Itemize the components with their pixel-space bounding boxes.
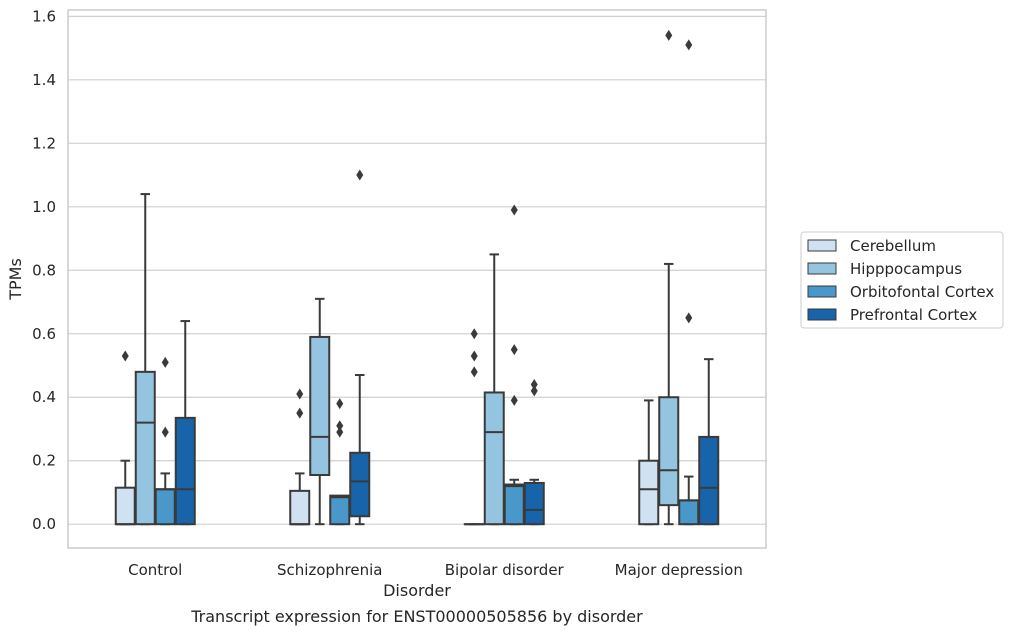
y-tick-label: 1.0	[32, 198, 56, 216]
box-prefrontal-cortex-major-depression	[698, 358, 720, 526]
outlier-point	[336, 420, 344, 432]
box-layer	[114, 29, 720, 526]
iqr-box	[483, 391, 505, 526]
legend-entry: Cerebellum	[850, 237, 936, 255]
y-tick-label: 1.4	[32, 71, 56, 89]
outlier-point	[685, 39, 693, 51]
outlier-point	[121, 350, 129, 362]
outlier-point	[510, 344, 518, 356]
iqr-box	[658, 396, 680, 507]
outlier-point	[470, 366, 478, 378]
x-axis-label: Disorder	[383, 581, 451, 600]
y-tick-label: 0.2	[32, 452, 56, 470]
x-tick-label: Major depression	[615, 561, 743, 579]
outlier-point	[161, 356, 169, 368]
x-tick-label: Control	[128, 561, 182, 579]
outlier-point	[665, 29, 673, 41]
outlier-point	[470, 350, 478, 362]
iqr-box	[134, 370, 156, 526]
box-orbitofontal-cortex-major-depression	[678, 39, 700, 526]
legend-swatch	[807, 285, 837, 298]
box-cerebellum-control	[114, 350, 136, 526]
box-cerebellum-major-depression	[638, 399, 660, 526]
x-tick-label: Schizophrenia	[277, 561, 382, 579]
outlier-point	[296, 407, 304, 419]
iqr-box	[523, 481, 545, 526]
iqr-box	[329, 494, 351, 526]
box-orbitofontal-cortex-schizophrenia	[329, 398, 351, 526]
y-tick-label: 0.0	[32, 515, 56, 533]
iqr-box	[678, 499, 700, 526]
box-prefrontal-cortex-schizophrenia	[349, 169, 371, 526]
iqr-box	[503, 483, 525, 526]
outlier-point	[336, 398, 344, 410]
legend-entry: Orbitofontal Cortex	[850, 283, 994, 301]
legend-entry: Hipppocampus	[850, 260, 962, 278]
box-hipppocampus-schizophrenia	[309, 297, 331, 526]
y-tick-labels: 0.0 0.2 0.4 0.6 0.8 1.0 1.2 1.4 1.6	[32, 7, 56, 533]
outlier-point	[296, 388, 304, 400]
y-tick-label: 1.6	[32, 7, 56, 25]
outlier-point	[685, 312, 693, 324]
outlier-point	[161, 426, 169, 438]
iqr-box	[309, 335, 331, 476]
chart-caption: Transcript expression for ENST0000050585…	[190, 607, 643, 626]
box-cerebellum-schizophrenia	[289, 388, 311, 526]
iqr-box	[114, 486, 136, 526]
iqr-box	[638, 459, 660, 526]
iqr-box	[289, 489, 311, 526]
outlier-point	[356, 169, 364, 181]
legend-entry: Prefrontal Cortex	[850, 306, 977, 324]
box-orbitofontal-cortex-bipolar-disorder	[503, 204, 525, 526]
box-hipppocampus-control	[134, 193, 156, 526]
iqr-box	[174, 416, 196, 526]
y-axis-label: TPMs	[6, 258, 25, 301]
x-tick-labels: Control Schizophrenia Bipolar disorder Majo…	[128, 561, 743, 579]
outlier-point	[530, 379, 538, 391]
legend: Cerebellum Hipppocampus Orbitofontal Corte…	[800, 231, 1004, 329]
x-tick-label: Bipolar disorder	[445, 561, 565, 579]
legend-swatch	[807, 239, 837, 252]
box-hipppocampus-bipolar-disorder	[483, 253, 505, 526]
outlier-point	[470, 328, 478, 340]
legend-swatch	[807, 262, 837, 275]
outlier-point	[336, 426, 344, 438]
iqr-box	[349, 451, 371, 518]
y-tick-label: 0.4	[32, 388, 56, 406]
outlier-point	[530, 385, 538, 397]
y-tick-label: 1.2	[32, 134, 56, 152]
box-orbitofontal-cortex-control	[154, 356, 176, 526]
box-prefrontal-cortex-bipolar-disorder	[523, 379, 545, 526]
box-hipppocampus-major-depression	[658, 29, 680, 526]
iqr-box	[698, 435, 720, 526]
plot-frame	[67, 9, 767, 549]
y-tick-label: 0.8	[32, 261, 56, 279]
legend-swatch	[807, 308, 837, 321]
y-tick-label: 0.6	[32, 325, 56, 343]
iqr-box	[154, 488, 176, 526]
legend-frame	[800, 231, 1004, 329]
box-cerebellum-bipolar-disorder	[463, 328, 485, 526]
outlier-point	[510, 394, 518, 406]
outlier-point	[510, 204, 518, 216]
box-prefrontal-cortex-control	[174, 320, 196, 526]
